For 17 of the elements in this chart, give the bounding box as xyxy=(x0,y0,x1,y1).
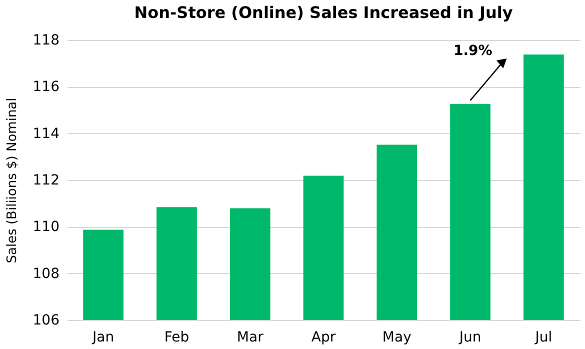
x-tick-label: Jul xyxy=(534,330,552,346)
y-tick-label: 116 xyxy=(32,79,60,96)
y-axis-title: Sales (Biliions $) Nominal xyxy=(4,98,20,264)
y-tick-label: 110 xyxy=(32,219,60,236)
y-tick-label: 112 xyxy=(32,172,60,188)
annotation: 1.9% xyxy=(453,42,492,59)
chart-title: Non-Store (Online) Sales Increased in July xyxy=(134,3,514,22)
x-tick-label: May xyxy=(382,330,412,346)
y-tick-label: 106 xyxy=(32,312,60,328)
x-tick-label: Feb xyxy=(164,330,190,346)
x-tick-label: Jun xyxy=(458,330,482,346)
x-tick-label: Mar xyxy=(236,330,264,346)
x-tick-label: Jan xyxy=(92,330,114,346)
x-tick-label: Apr xyxy=(311,330,336,346)
y-tick-label: 114 xyxy=(32,126,60,142)
y-tick-label: 108 xyxy=(32,266,60,282)
y-tick-label: 118 xyxy=(32,32,60,48)
